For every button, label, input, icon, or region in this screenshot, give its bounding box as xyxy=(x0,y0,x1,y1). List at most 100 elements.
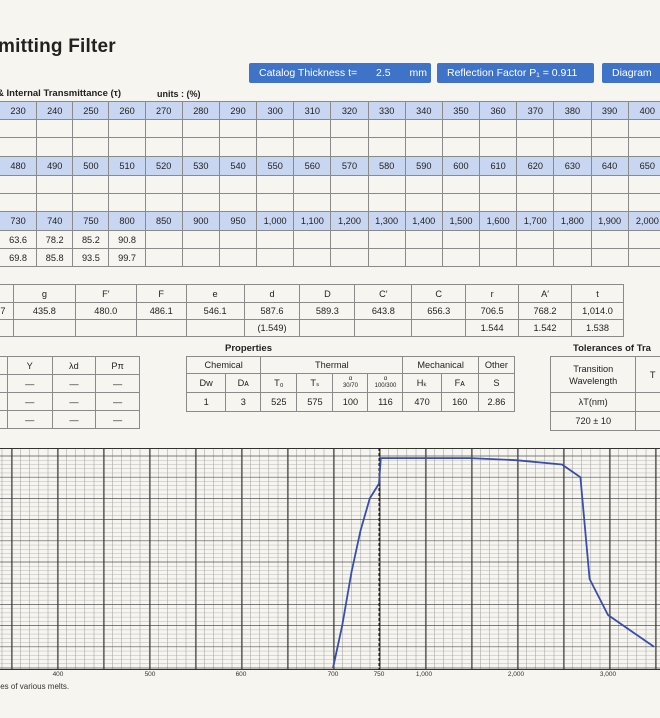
transmittance-cell xyxy=(590,248,629,267)
transmittance-graph xyxy=(0,448,660,670)
property-value: 100 xyxy=(332,392,369,412)
transmittance-curve xyxy=(332,457,655,669)
transmittance-cell xyxy=(590,230,629,249)
property-value: 470 xyxy=(402,392,442,412)
transmittance-cell xyxy=(108,137,146,157)
chemical-group: Chemical xyxy=(185,356,262,374)
transmittance-cell xyxy=(404,175,443,194)
transmittance-cell xyxy=(627,175,660,194)
transmittance-cell: 78.2 xyxy=(36,230,74,249)
transmittance-cell: 610 xyxy=(479,156,518,176)
transmittance-cell: 560 xyxy=(293,156,332,176)
transmittance-cell xyxy=(218,175,258,194)
transmittance-cell: 230 xyxy=(0,101,38,120)
transmittance-cell xyxy=(218,230,258,249)
transmittance-cell xyxy=(72,193,110,212)
properties-table: Chemical Thermal Mechanical Other Dᴡ Dᴀ … xyxy=(185,356,516,412)
transmittance-cell xyxy=(367,119,406,138)
properties-heading: Properties xyxy=(225,343,272,354)
transmittance-cell xyxy=(144,230,183,249)
transmittance-cell xyxy=(330,248,369,267)
transmittance-cell xyxy=(256,175,295,194)
lines-cell: C xyxy=(411,284,467,303)
transmittance-cell xyxy=(553,193,592,212)
transmittance-cell: 63.6 xyxy=(0,230,38,249)
transmittance-cell: 270 xyxy=(144,101,183,120)
transmittance-cell xyxy=(218,193,258,212)
transmittance-cell xyxy=(404,119,443,138)
transmittance-cell xyxy=(516,175,555,194)
transmittance-cell xyxy=(293,137,332,157)
diagram-pill[interactable]: Diagram xyxy=(602,63,660,83)
lines-cell: 480.0 xyxy=(74,302,137,320)
lines-cell: C′ xyxy=(354,284,413,303)
col-hk: Hₖ xyxy=(402,373,442,393)
transmittance-cell xyxy=(441,137,481,157)
transmittance-cell: 740 xyxy=(36,211,74,231)
transmittance-cell xyxy=(108,193,146,212)
reflection-factor-pill[interactable]: Reflection Factor P₁ = 0.911 xyxy=(437,63,594,83)
property-value: 1 xyxy=(185,392,227,412)
transmittance-cell xyxy=(441,230,481,249)
col-alpha-30-70: α 30/70 xyxy=(332,373,369,393)
transmittance-cell: 1,000 xyxy=(256,211,295,231)
transmittance-cell: 1,900 xyxy=(590,211,629,231)
col-da: Dᴀ xyxy=(225,373,262,393)
transmittance-cell: 590 xyxy=(404,156,443,176)
misc-cell: — xyxy=(51,374,97,393)
transmittance-cell xyxy=(404,137,443,157)
tolerance-empty-cell xyxy=(635,392,660,412)
lines-cell: 589.3 xyxy=(299,302,356,320)
misc-cell: Pπ xyxy=(95,356,140,375)
thickness-label: Catalog Thickness t= xyxy=(259,67,358,79)
lines-cell: 1.544 xyxy=(465,319,520,337)
lines-cell: 7 xyxy=(0,302,14,320)
property-value: 2.86 xyxy=(477,392,516,412)
transmittance-heading: & Internal Transmittance (τ) xyxy=(0,88,122,99)
x-tick-label: 3,000 xyxy=(599,671,617,678)
transmittance-cell: 1,800 xyxy=(553,211,592,231)
transmittance-cell: 85.2 xyxy=(72,230,110,249)
transmittance-cell xyxy=(256,230,295,249)
transmittance-cell: 630 xyxy=(553,156,592,176)
thickness-pill[interactable]: Catalog Thickness t= 2.5 mm xyxy=(249,63,431,83)
transmittance-cell: 280 xyxy=(181,101,220,120)
transmittance-cell xyxy=(330,137,369,157)
transmittance-cell xyxy=(553,248,592,267)
transmittance-cell xyxy=(553,230,592,249)
transmittance-cell xyxy=(181,193,220,212)
lines-cell: D xyxy=(299,284,356,303)
lines-cell: 768.2 xyxy=(518,302,572,320)
transmittance-cell xyxy=(218,248,258,267)
transmittance-cell xyxy=(330,193,369,212)
lines-cell: 706.5 xyxy=(465,302,520,320)
transmittance-cell xyxy=(627,230,660,249)
transmittance-cell: 85.8 xyxy=(36,248,74,267)
transmittance-cell: 250 xyxy=(72,101,110,120)
col-alpha-100-300-top: α xyxy=(383,376,388,382)
transmittance-cell xyxy=(181,248,220,267)
x-tick-label: 500 xyxy=(144,671,156,678)
transmittance-cell: 640 xyxy=(590,156,629,176)
transmittance-cell xyxy=(553,137,592,157)
transmittance-cell xyxy=(144,175,183,194)
tolerances-heading: Tolerances of Tra xyxy=(573,343,651,354)
transmittance-cell xyxy=(516,193,555,212)
x-tick-label: 700 xyxy=(327,671,339,678)
transmittance-cell: 390 xyxy=(590,101,629,120)
lines-cell: r xyxy=(465,284,520,303)
misc-cell: — xyxy=(51,410,97,429)
transmittance-cell xyxy=(256,193,295,212)
transmittance-cell xyxy=(108,175,146,194)
transmittance-cell xyxy=(293,175,332,194)
transmittance-cell: 90.8 xyxy=(108,230,146,249)
transmittance-cell xyxy=(144,119,183,138)
transmittance-cell: 600 xyxy=(441,156,481,176)
transmittance-cell: 650 xyxy=(627,156,660,176)
transmittance-cell xyxy=(441,248,481,267)
transmittance-cell: 1,700 xyxy=(516,211,555,231)
col-t0: T₀ xyxy=(260,373,298,393)
lines-cell xyxy=(0,319,14,337)
